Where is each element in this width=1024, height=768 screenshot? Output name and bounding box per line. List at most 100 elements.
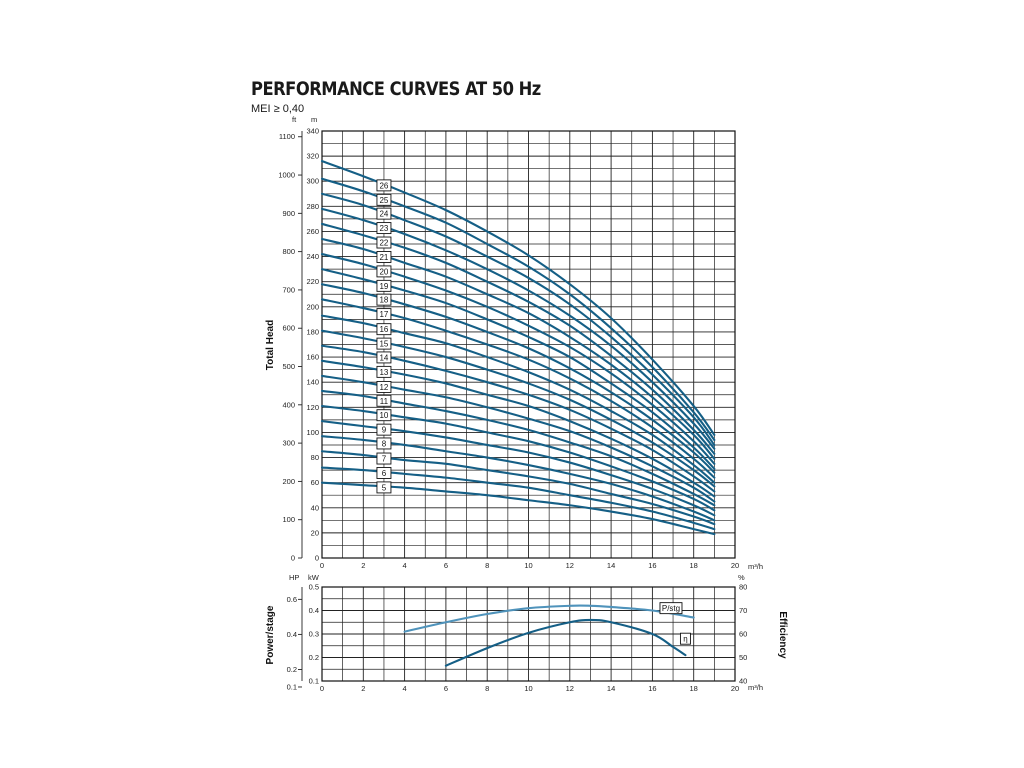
x-tick-label: 20 bbox=[731, 561, 739, 570]
head-curve-22 bbox=[320, 222, 716, 455]
y-tick-label-m: 80 bbox=[311, 453, 319, 462]
series-label-box bbox=[376, 279, 392, 292]
series-label-12: 12 bbox=[379, 383, 388, 392]
y-tick-label-m: 20 bbox=[311, 528, 319, 537]
series-label-13: 13 bbox=[379, 368, 388, 377]
head-curve-17 bbox=[320, 298, 716, 479]
head-curve-16 bbox=[320, 314, 716, 484]
head-curve-11 bbox=[320, 389, 716, 507]
y-tick-label-m: 0 bbox=[315, 554, 319, 563]
series-label-11: 11 bbox=[380, 397, 389, 406]
series-label-20: 20 bbox=[379, 267, 388, 276]
series-label-5: 5 bbox=[382, 483, 387, 492]
series-label-26: 26 bbox=[379, 181, 388, 190]
x-tick-label: 18 bbox=[690, 684, 698, 693]
y-tick-label-pct: 70 bbox=[739, 606, 747, 615]
series-label-box bbox=[376, 251, 392, 263]
series-label-14: 14 bbox=[379, 353, 388, 362]
head-unit-m: m bbox=[311, 115, 317, 124]
head-curve-21 bbox=[320, 237, 716, 460]
power-y-axis-title: Power/stage bbox=[265, 605, 276, 664]
y-tick-label-kw: 0.4 bbox=[309, 606, 319, 615]
series-label-10: 10 bbox=[379, 411, 388, 420]
series-label-box bbox=[376, 409, 392, 422]
head-curve-19 bbox=[320, 268, 716, 470]
y-tick-label-m: 320 bbox=[306, 152, 319, 161]
y-tick-label-ft: 0 bbox=[291, 554, 295, 563]
power-chart-ticks: 0 2 4 6 8 10 12 14 16 18 20 0.1 0.2 0.3 0.4 0.5 0.1 0.2 0.… bbox=[287, 583, 748, 694]
head-curve-23 bbox=[320, 207, 716, 450]
head-curve-20 bbox=[320, 253, 716, 465]
series-label-16: 16 bbox=[379, 325, 388, 334]
y-tick-label-m: 60 bbox=[311, 478, 319, 487]
head-x-unit: m³/h bbox=[748, 562, 763, 571]
series-label-6: 6 bbox=[382, 469, 387, 478]
series-label-box bbox=[376, 481, 392, 494]
head-curve-8 bbox=[320, 435, 716, 522]
x-tick-label: 6 bbox=[444, 684, 448, 693]
series-label-box bbox=[376, 365, 392, 378]
y-tick-label-pct: 50 bbox=[739, 653, 747, 662]
head-curve-9 bbox=[320, 420, 716, 517]
efficiency-curve bbox=[444, 618, 687, 667]
series-label-box bbox=[376, 323, 392, 336]
series-label-15: 15 bbox=[379, 340, 388, 349]
efficiency-series-label: η bbox=[683, 635, 687, 644]
power-unit-kw: kW bbox=[308, 573, 320, 582]
head-curve-25 bbox=[320, 177, 716, 441]
head-chart-ticks: 0 2 4 6 8 10 12 14 16 18 2002040608010012014016018… bbox=[278, 127, 739, 571]
y-tick-label-kw: 0.2 bbox=[309, 653, 319, 662]
head-curve-24 bbox=[320, 192, 716, 447]
x-tick-label: 12 bbox=[566, 561, 574, 570]
efficiency-y-axis-title: Efficiency bbox=[777, 611, 788, 659]
x-tick-label: 10 bbox=[524, 561, 532, 570]
chart-title: PERFORMANCE CURVES AT 50 Hz bbox=[251, 78, 541, 100]
power-label-box bbox=[659, 602, 683, 615]
y-tick-label-ft: 1000 bbox=[278, 171, 295, 180]
y-tick-label-ft: 500 bbox=[282, 362, 295, 371]
x-tick-label: 0 bbox=[320, 684, 324, 693]
x-tick-label: 12 bbox=[566, 684, 574, 693]
series-label-17: 17 bbox=[379, 310, 388, 319]
y-tick-label-ft: 900 bbox=[282, 209, 295, 218]
efficiency-unit-pct: % bbox=[738, 573, 745, 582]
series-label-box bbox=[376, 394, 392, 407]
x-tick-label: 16 bbox=[648, 561, 656, 570]
chart-subtitle: MEI ≥ 0,40 bbox=[251, 103, 305, 115]
y-tick-label-pct: 80 bbox=[739, 583, 747, 592]
y-tick-label-hp: 0.6 bbox=[287, 595, 297, 604]
power-series-label: P/stg bbox=[662, 604, 680, 613]
y-tick-label-m: 100 bbox=[306, 428, 319, 437]
y-tick-label-hp: 0.4 bbox=[287, 630, 297, 639]
power-chart-grid bbox=[301, 586, 736, 682]
head-curve-15 bbox=[320, 329, 716, 488]
y-tick-label-ft: 300 bbox=[282, 439, 295, 448]
x-tick-label: 8 bbox=[485, 684, 489, 693]
y-tick-label-kw: 0.5 bbox=[309, 583, 319, 592]
head-chart-frame bbox=[321, 130, 736, 559]
y-tick-label-ft: 700 bbox=[282, 285, 295, 294]
y-tick-label-ft: 400 bbox=[282, 400, 295, 409]
series-label-box bbox=[376, 337, 392, 350]
series-label-box bbox=[376, 179, 392, 192]
series-label-21: 21 bbox=[379, 253, 388, 262]
y-tick-label-m: 140 bbox=[306, 378, 319, 387]
series-label-22: 22 bbox=[379, 239, 388, 248]
y-tick-label-kw: 0.3 bbox=[309, 630, 319, 639]
y-tick-label-m: 40 bbox=[311, 503, 319, 512]
x-tick-label: 6 bbox=[444, 561, 448, 570]
series-label-25: 25 bbox=[379, 196, 388, 205]
series-label-box bbox=[376, 437, 392, 450]
series-label-box bbox=[376, 467, 392, 479]
series-label-19: 19 bbox=[379, 282, 388, 291]
y-tick-label-ft: 1100 bbox=[279, 132, 295, 141]
series-label-box bbox=[376, 207, 392, 220]
x-tick-label: 4 bbox=[403, 684, 407, 693]
head-curve-14 bbox=[320, 344, 716, 493]
y-tick-label-ft: 200 bbox=[282, 477, 295, 486]
series-label-box bbox=[376, 380, 392, 393]
series-label-box bbox=[376, 423, 392, 436]
y-tick-label-m: 200 bbox=[306, 302, 319, 311]
y-tick-label-hp: 0.1 bbox=[287, 682, 297, 691]
head-curve-6 bbox=[320, 466, 716, 531]
